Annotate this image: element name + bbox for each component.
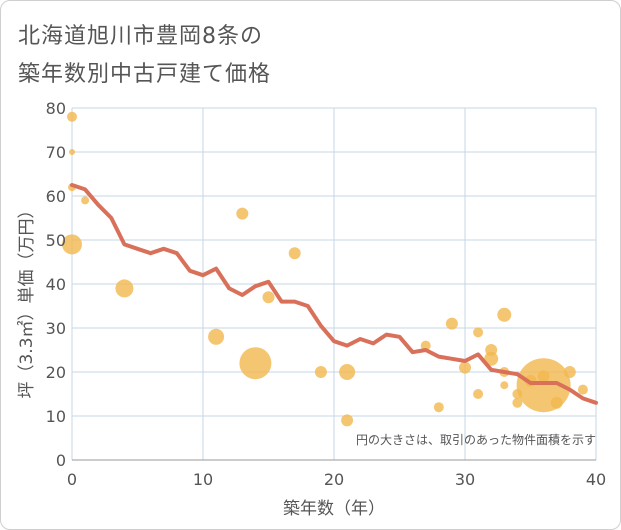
scatter-point xyxy=(339,364,356,380)
scatter-point xyxy=(236,207,249,220)
scatter-point xyxy=(497,307,512,322)
scatter-point xyxy=(239,347,272,380)
trend-line-group xyxy=(70,183,598,405)
scatter-point xyxy=(537,370,550,383)
x-tick-label: 30 xyxy=(455,470,475,489)
scatter-point xyxy=(433,402,444,413)
y-tick-label: 0 xyxy=(56,451,66,470)
scatter-point xyxy=(420,340,431,351)
y-tick-label: 50 xyxy=(46,231,66,250)
axis-tick-labels: 0 10 20 30 40 50 60 70 80 0 10 20 30 40 xyxy=(46,99,607,489)
y-tick-label: 30 xyxy=(46,319,66,338)
y-tick-label: 60 xyxy=(46,187,66,206)
scatter-point xyxy=(81,196,90,205)
x-axis-label: 築年数（年） xyxy=(283,499,385,519)
scatter-point xyxy=(314,366,327,378)
bubble-size-note: 円の大きさは、取引のあった物件面積を示す xyxy=(356,432,596,447)
y-tick-label: 70 xyxy=(46,143,66,162)
scatter-point xyxy=(69,149,75,155)
scatter-point xyxy=(67,111,77,122)
x-tick-label: 40 xyxy=(586,470,606,489)
chart-title-line2: 築年数別中古戸建て価格 xyxy=(18,62,272,87)
scatter-point xyxy=(115,279,134,298)
scatter-point xyxy=(341,414,354,427)
trend-line xyxy=(70,183,598,405)
scatter-point xyxy=(62,234,82,255)
x-tick-label: 0 xyxy=(67,470,77,489)
y-tick-label: 20 xyxy=(46,363,66,382)
scatter-point xyxy=(288,247,301,260)
scatter-point xyxy=(445,317,458,330)
y-tick-label: 40 xyxy=(46,275,66,294)
chart-title-line1: 北海道旭川市豊岡8条の xyxy=(18,24,263,49)
scatter-point xyxy=(577,384,588,395)
scatter-bubbles xyxy=(62,111,588,427)
scatter-point xyxy=(563,366,576,378)
y-tick-label: 10 xyxy=(46,407,66,426)
scatter-point xyxy=(459,361,471,374)
grid-lines xyxy=(71,107,597,461)
y-tick-label: 80 xyxy=(46,99,66,118)
scatter-point xyxy=(473,389,484,399)
y-axis-label: 坪（3.3㎡）単価（万円） xyxy=(17,201,37,398)
scatter-point xyxy=(208,328,225,345)
scatter-point xyxy=(473,327,484,338)
scatter-point xyxy=(500,381,509,390)
scatter-point xyxy=(512,397,523,408)
scatter-point xyxy=(550,396,563,409)
scatter-point xyxy=(262,291,275,304)
scatter-point xyxy=(484,351,499,366)
x-tick-label: 10 xyxy=(193,470,213,489)
x-tick-label: 20 xyxy=(324,470,344,489)
